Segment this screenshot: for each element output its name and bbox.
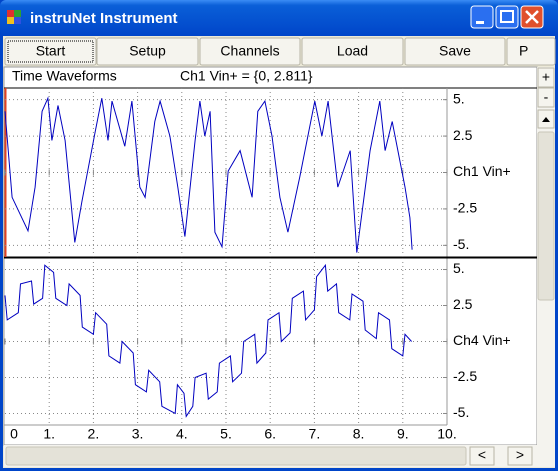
x-tick-label: 3. bbox=[132, 426, 144, 442]
y-tick-label: 2.5 bbox=[453, 296, 473, 312]
y-tick-label: -2.5 bbox=[453, 368, 477, 384]
button-label: Save bbox=[439, 43, 471, 59]
y-tick-label: -2.5 bbox=[453, 200, 477, 216]
button-face bbox=[199, 37, 301, 66]
scroll-thumb[interactable] bbox=[537, 131, 555, 301]
panel-title: Time Waveforms bbox=[12, 68, 117, 84]
button-face bbox=[96, 37, 199, 66]
x-tick-label: 9. bbox=[397, 426, 409, 442]
toolbar-button[interactable]: Load bbox=[301, 37, 404, 66]
focus-border bbox=[7, 40, 94, 63]
toolbar-button[interactable]: Channels bbox=[199, 37, 301, 66]
close-button[interactable] bbox=[520, 5, 544, 29]
zoom-in-label: + bbox=[542, 69, 550, 85]
minimize-button[interactable] bbox=[470, 5, 494, 29]
x-tick-label: 1. bbox=[43, 426, 55, 442]
title-bar bbox=[0, 0, 558, 36]
app-icon bbox=[7, 10, 21, 24]
scroll-right-label: > bbox=[516, 447, 524, 463]
y-tick-label: 5. bbox=[453, 90, 465, 106]
zoom-in-button[interactable]: + bbox=[537, 67, 555, 88]
button-face bbox=[404, 37, 506, 66]
y-tick-label: Ch1 Vin+ bbox=[453, 163, 511, 179]
y-tick-label: Ch4 Vin+ bbox=[453, 332, 511, 348]
y-tick-label: -5. bbox=[453, 236, 469, 252]
x-tick-label: 5. bbox=[220, 426, 232, 442]
cursor-readout: Ch1 Vin+ = {0, 2.811} bbox=[180, 68, 313, 84]
horizontal-scroll-thumb[interactable] bbox=[5, 446, 467, 466]
x-tick-label: 8. bbox=[353, 426, 365, 442]
button-label: Start bbox=[36, 43, 66, 59]
x-tick-label: 7. bbox=[309, 426, 321, 442]
window-title: instruNet Instrument bbox=[30, 10, 178, 27]
toolbar: Start Setup Channels Load Save P bbox=[4, 37, 556, 66]
button-label: Load bbox=[337, 43, 368, 59]
button-label: Setup bbox=[129, 43, 166, 59]
toolbar-button[interactable]: P bbox=[506, 37, 556, 66]
button-face bbox=[301, 37, 404, 66]
scroll-left-label: < bbox=[478, 447, 486, 463]
x-tick-label: 10. bbox=[437, 426, 456, 442]
waveform bbox=[4, 263, 412, 418]
button-face bbox=[506, 37, 556, 66]
plot: 0 1. 2. 3. 4. 5. 6. 7. 8. 9. 10. 5. 2.5 Ch4 Vin+ -2.5 -… bbox=[4, 258, 511, 442]
zoom-out-button[interactable]: - bbox=[537, 87, 555, 108]
maximize-button[interactable] bbox=[495, 5, 519, 29]
zoom-out-label: - bbox=[544, 89, 549, 105]
plot: 5. 2.5 Ch1 Vin+ -2.5 -5. bbox=[4, 88, 511, 257]
y-tick-label: 5. bbox=[453, 260, 465, 276]
button-label: Channels bbox=[220, 43, 279, 59]
scroll-left-button[interactable]: < bbox=[469, 446, 495, 466]
toolbar-button[interactable]: Save bbox=[404, 37, 506, 66]
toolbar-button[interactable]: Start bbox=[4, 37, 97, 66]
x-tick-label: 0 bbox=[10, 426, 18, 442]
x-tick-label: 2. bbox=[88, 426, 100, 442]
y-tick-label: -5. bbox=[453, 404, 469, 420]
y-tick-label: 2.5 bbox=[453, 127, 473, 143]
button-label: P bbox=[519, 43, 528, 59]
x-tick-label: 4. bbox=[176, 426, 188, 442]
waveform bbox=[4, 96, 413, 253]
scroll-right-button[interactable]: > bbox=[507, 446, 533, 466]
toolbar-button[interactable]: Setup bbox=[96, 37, 199, 66]
scroll-up-button[interactable] bbox=[537, 109, 555, 129]
button-face bbox=[4, 37, 97, 66]
x-tick-label: 6. bbox=[264, 426, 276, 442]
